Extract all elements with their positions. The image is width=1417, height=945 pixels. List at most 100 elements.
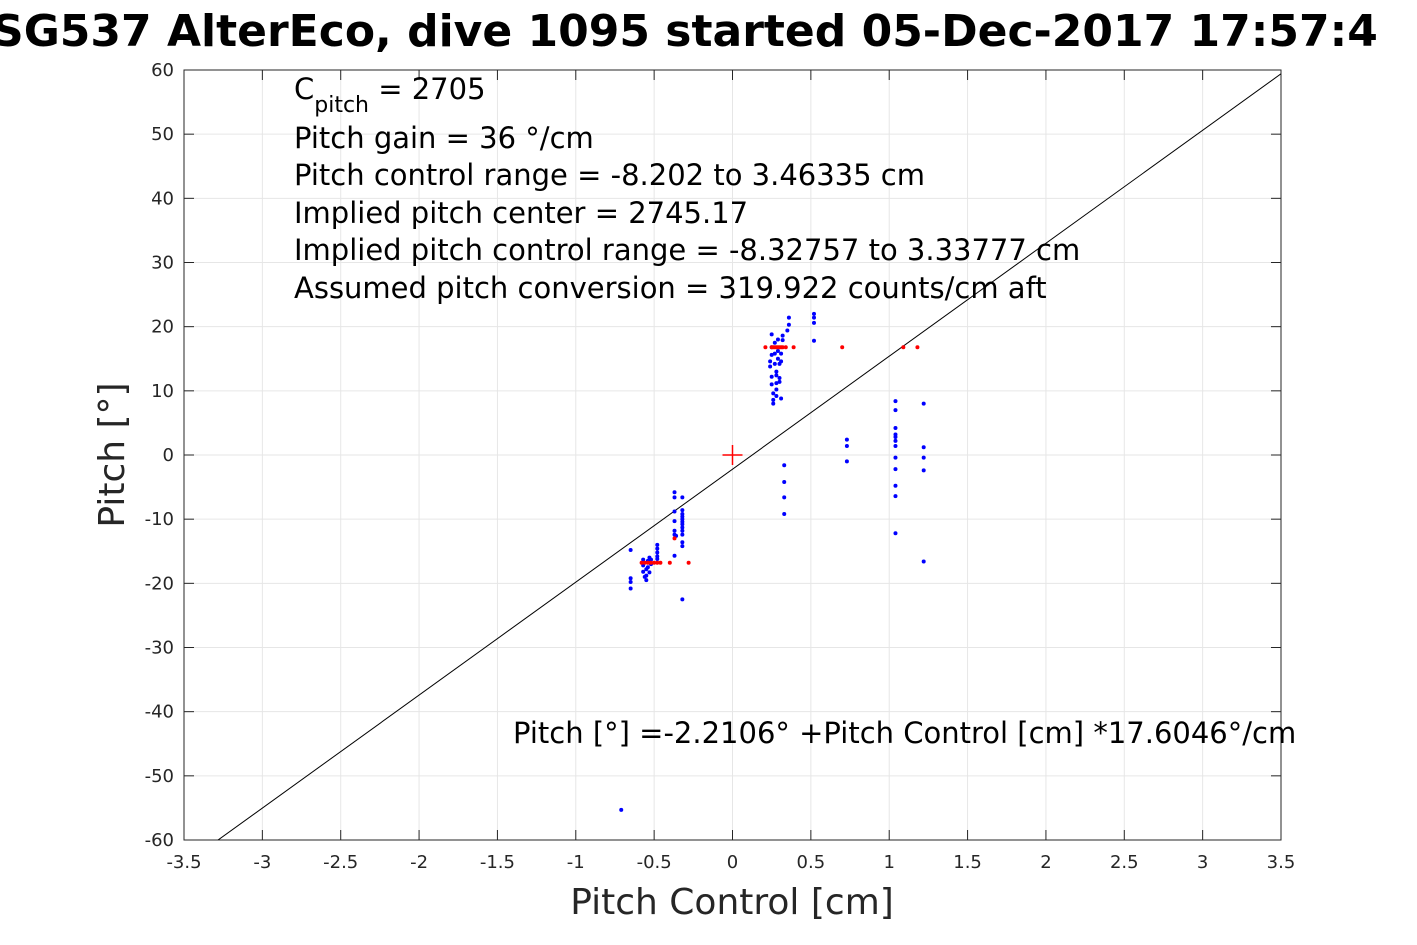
data-point [782,495,787,500]
data-point [785,328,790,333]
data-point [655,546,660,551]
data-point [769,332,774,337]
data-point [763,345,768,350]
annotation-implied-range: Implied pitch control range = -8.32757 t… [294,233,1080,267]
y-tick-labels: -60 -50 -40 -30 -20 -10 0 10 20 30 40 50 60 [145,60,174,851]
data-point [644,578,649,583]
x-tick-label: 2.5 [1110,852,1139,873]
cpitch-symbol: C [294,72,314,106]
data-point [893,455,898,460]
data-point [777,379,782,384]
data-point [658,560,663,565]
data-point [893,435,898,440]
data-point [779,359,784,364]
data-point [769,352,774,357]
data-point [782,479,787,484]
data-point [893,438,898,443]
data-point [649,560,654,565]
data-point [680,544,685,549]
y-tick-label: 60 [151,60,174,81]
cpitch-subscript: pitch [314,93,369,118]
data-point [780,345,785,350]
data-point [772,351,777,356]
data-point [786,322,791,327]
data-point [901,345,906,350]
plot-frame [183,69,1282,841]
data-point [642,560,647,565]
data-point [774,393,779,398]
y-tick-label: 20 [151,317,174,338]
data-point [619,807,624,812]
x-axis-label: Pitch Control [cm] [570,882,894,923]
y-tick-label: 40 [151,188,174,209]
data-point [786,315,791,320]
data-point [780,338,785,343]
data-point [774,381,779,386]
data-point [641,557,646,562]
chart-title: SG537 AlterEco, dive 1095 started 05-Dec… [0,6,1378,57]
data-point [840,345,845,350]
data-point [652,560,657,565]
data-point [655,560,660,565]
data-point [644,573,649,578]
data-point [775,356,780,361]
data-point [921,455,926,460]
data-point [774,387,779,392]
data-point [672,490,677,495]
data-point [771,397,776,402]
fit-line-group [217,73,1281,840]
data-point [844,459,849,464]
x-tick-label: -2.5 [323,852,358,873]
data-point [811,311,816,316]
y-tick-label: -20 [145,573,174,594]
x-tick-label: 1 [883,852,894,873]
data-point [680,525,685,530]
x-tick-label: -3 [253,852,271,873]
series-1 [639,345,920,565]
data-point [672,519,677,524]
center-marker-group [722,445,743,465]
data-point [783,345,788,350]
data-point [628,576,633,581]
annotation-fit-equation: Pitch [°] =-2.2106° +Pitch Control [cm] … [513,716,1296,750]
data-point [893,494,898,499]
cpitch-value: = 2705 [369,72,486,106]
data-point [680,522,685,527]
data-point [779,351,784,356]
data-point [893,426,898,431]
y-tick-label: -40 [145,702,174,723]
data-point [915,345,920,350]
data-point [774,369,779,374]
data-point [680,597,685,602]
data-point [680,528,685,533]
data-point [686,560,691,565]
data-point [680,508,685,513]
y-axis-label: Pitch [°] [92,382,133,527]
x-tick-label: 1.5 [953,852,982,873]
annotation-pitch-gain: Pitch gain = 36 °/cm [294,121,594,155]
y-tick-label: 10 [151,381,174,402]
x-tick-label: -3.5 [166,852,201,873]
data-points [619,311,926,812]
data-point [780,333,785,338]
x-tick-label: 3.5 [1267,852,1296,873]
data-point [772,340,777,345]
data-point [844,437,849,442]
x-tick-label: -1.5 [480,852,515,873]
data-point [893,531,898,536]
data-point [771,401,776,406]
data-point [672,536,677,541]
data-point [645,560,650,565]
annotation-conversion: Assumed pitch conversion = 319.922 count… [294,271,1047,305]
fit-line [217,73,1281,840]
data-point [769,374,774,379]
x-tick-label: 2 [1040,852,1051,873]
y-tick-label: -30 [145,638,174,659]
data-point [811,320,816,325]
data-point [628,586,633,591]
data-point [768,359,773,364]
y-tick-label: 30 [151,253,174,274]
data-point [768,364,773,369]
data-point [639,560,644,565]
